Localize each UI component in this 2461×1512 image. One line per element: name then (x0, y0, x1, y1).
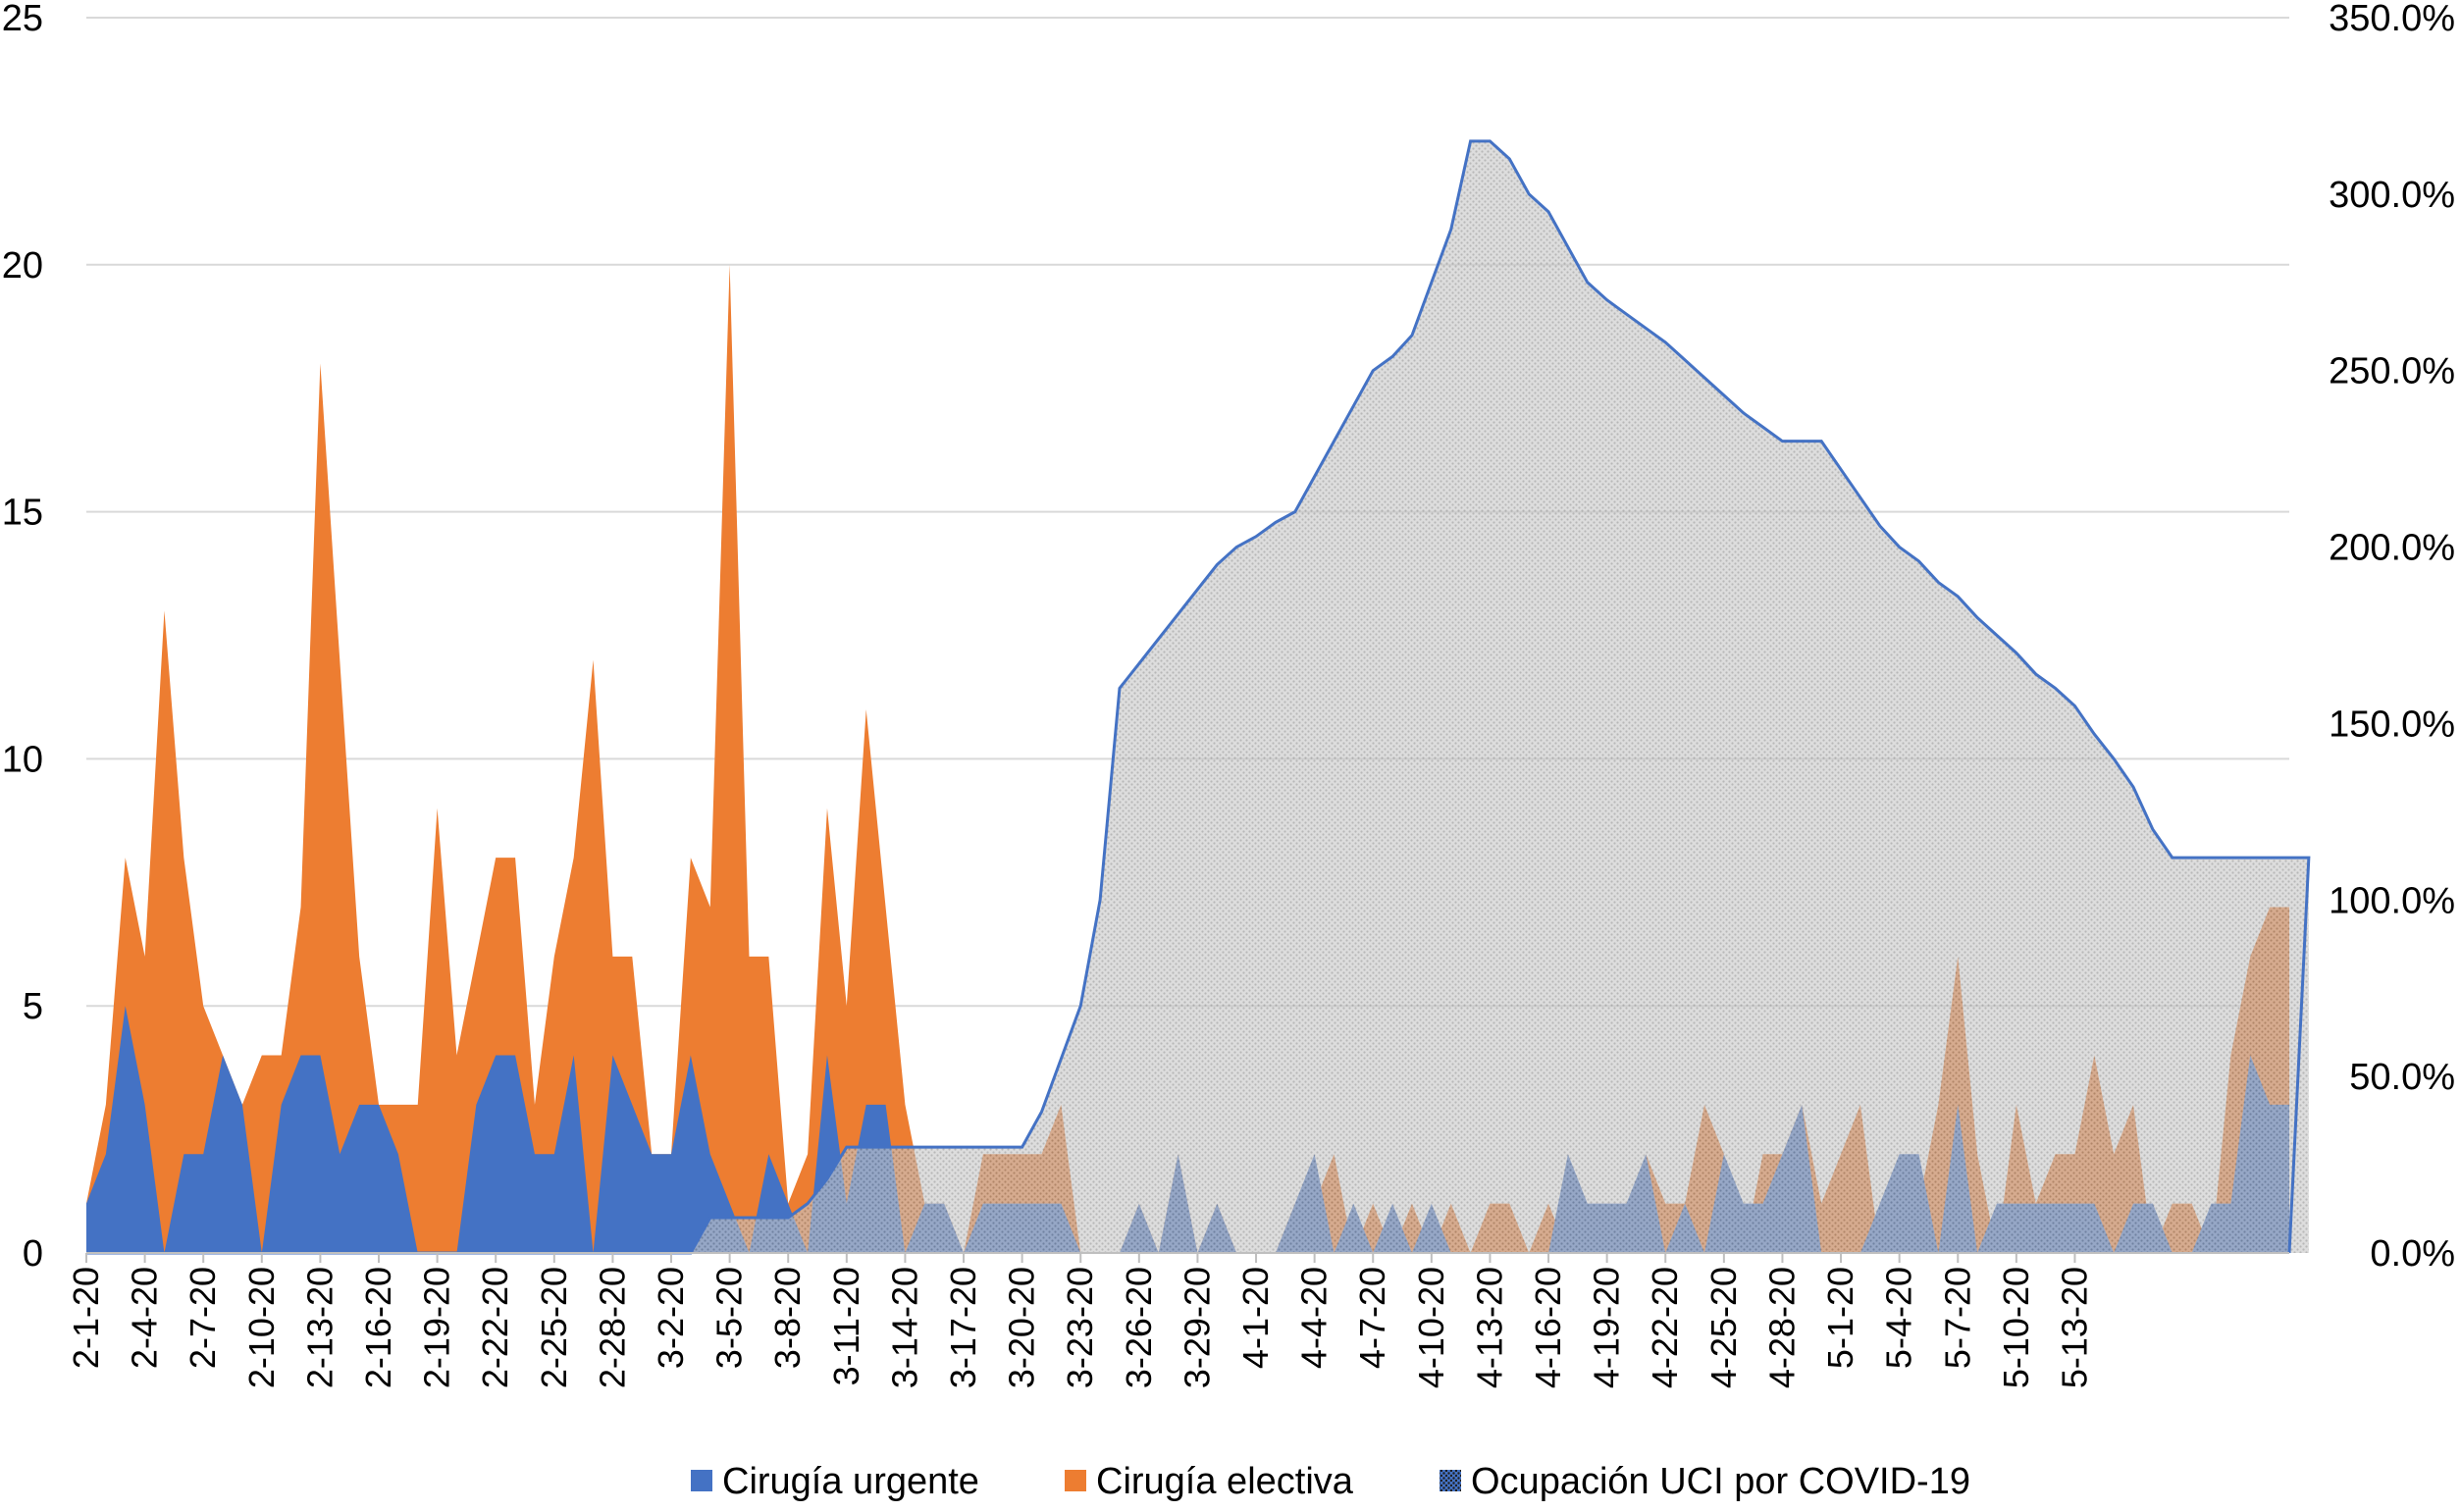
area-ocupacion-uci (86, 140, 2309, 1253)
y-tick-label: 25 (2, 0, 43, 39)
x-tick-label: 2-1-20 (66, 1267, 106, 1369)
x-tick-label: 4-10-20 (1411, 1267, 1451, 1388)
x-tick-label: 4-7-20 (1352, 1267, 1392, 1369)
x-tick-label: 4-4-20 (1294, 1267, 1335, 1369)
y-tick-label: 15 (2, 493, 43, 534)
legend-swatch (1440, 1470, 1461, 1491)
y2-tick-label: 150.0% (2329, 704, 2455, 745)
x-tick-label: 2-16-20 (358, 1267, 398, 1388)
x-tick-label: 4-16-20 (1528, 1267, 1568, 1388)
x-tick-label: 3-20-20 (1002, 1267, 1042, 1388)
y2-tick-label: 100.0% (2329, 880, 2455, 921)
x-tick-label: 5-7-20 (1937, 1267, 1977, 1369)
legend-label: Cirugía urgente (722, 1461, 979, 1502)
x-tick-label: 2-10-20 (241, 1267, 282, 1388)
x-tick-label: 2-22-20 (475, 1267, 515, 1388)
x-tick-label: 4-28-20 (1761, 1267, 1802, 1388)
y-axis-left: 0 5 10 15 20 25 (2, 0, 43, 1275)
x-tick-label: 4-25-20 (1703, 1267, 1744, 1388)
x-tick-label: 5-10-20 (1996, 1267, 2036, 1388)
x-tick-label: 3-11-20 (826, 1267, 866, 1385)
x-tick-label: 5-13-20 (2054, 1267, 2094, 1388)
y2-tick-label: 200.0% (2329, 528, 2455, 569)
x-axis-ticks: 2-1-20 2-4-20 2-7-20 2-10-20 2-13-20 2-16-20 2… (66, 1253, 2094, 1388)
y2-tick-label: 250.0% (2329, 351, 2455, 392)
y2-tick-label: 350.0% (2329, 0, 2455, 39)
legend: Cirugía urgente Cirugía electiva Ocupación… (691, 1461, 1970, 1502)
x-tick-label: 2-4-20 (125, 1267, 165, 1369)
legend-label: Cirugía electiva (1096, 1461, 1354, 1502)
y-tick-label: 5 (23, 986, 43, 1027)
x-tick-label: 2-25-20 (534, 1267, 574, 1388)
y2-tick-label: 300.0% (2329, 175, 2455, 216)
x-tick-label: 5-4-20 (1879, 1267, 1919, 1369)
x-tick-label: 4-22-20 (1645, 1267, 1685, 1388)
y-tick-label: 10 (2, 739, 43, 780)
legend-label: Ocupación UCI por COVID-19 (1471, 1461, 1970, 1502)
x-tick-label: 3-23-20 (1060, 1267, 1100, 1388)
y-axis-right: 0.0% 50.0% 100.0% 150.0% 200.0% 250.0% 300.0% 3… (2329, 0, 2455, 1275)
x-tick-label: 3-26-20 (1119, 1267, 1159, 1388)
x-tick-label: 2-13-20 (299, 1267, 340, 1388)
x-tick-label: 3-29-20 (1177, 1267, 1217, 1388)
x-tick-label: 2-7-20 (183, 1267, 223, 1369)
x-tick-label: 5-1-20 (1820, 1267, 1860, 1369)
legend-swatch (1065, 1470, 1086, 1491)
x-tick-label: 3-17-20 (943, 1267, 983, 1388)
x-tick-label: 3-2-20 (651, 1267, 691, 1369)
x-tick-label: 4-19-20 (1587, 1267, 1627, 1388)
y-tick-label: 20 (2, 245, 43, 287)
x-tick-label: 3-14-20 (884, 1267, 924, 1388)
y2-tick-label: 0.0% (2370, 1233, 2455, 1275)
x-tick-label: 3-5-20 (709, 1267, 750, 1369)
legend-swatch (691, 1470, 712, 1491)
y-tick-label: 0 (23, 1233, 43, 1275)
y2-tick-label: 50.0% (2349, 1057, 2455, 1098)
x-tick-label: 2-28-20 (592, 1267, 632, 1388)
x-tick-label: 3-8-20 (767, 1267, 808, 1369)
x-tick-label: 4-13-20 (1469, 1267, 1509, 1388)
x-tick-label: 4-1-20 (1235, 1267, 1276, 1369)
x-tick-label: 2-19-20 (417, 1267, 457, 1388)
